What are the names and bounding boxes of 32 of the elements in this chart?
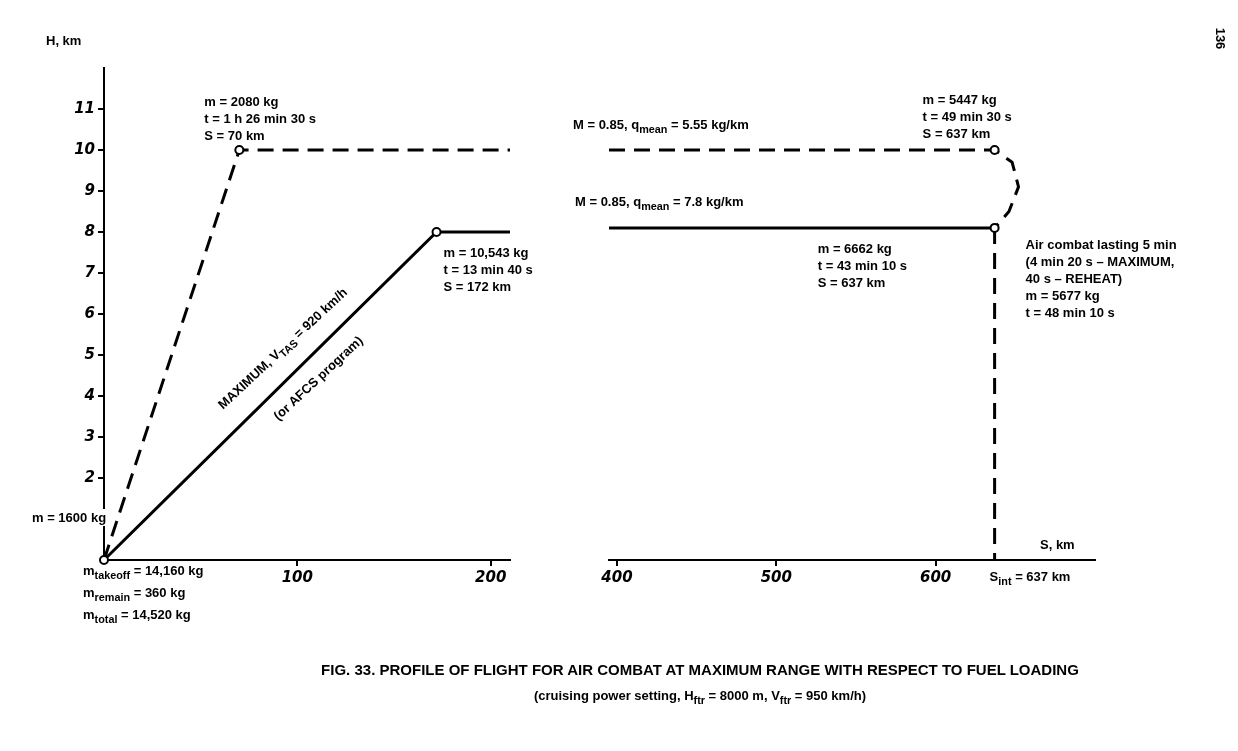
annotation: Air combat lasting 5 min (4 min 20 s – MAXIMUM, 40 s – REHEAT) m = 5677 kg t = 48 min 10 s [1025,235,1177,321]
x-tick-label: 200 [475,567,507,586]
y-tick-label: 11 [74,98,95,117]
text: m$_{total}$ = 14,520 kg [83,606,191,627]
annotation: m = 6662 kg t = 43 min 10 s S = 637 km [817,239,907,291]
y-tick-label: 8 [84,221,95,240]
y-tick-label: 6 [84,303,95,322]
y-axis-title: H, km [46,32,82,49]
x-tick-label: 500 [760,567,792,586]
annotation: m = 2080 kg t = 1 h 26 min 30 s S = 70 km [204,93,316,144]
y-tick-label: 5 [84,344,95,363]
y-tick-label: 4 [83,385,95,404]
text: m$_{takeoff}$ = 14,160 kg [83,562,204,583]
x-axis-title: S, km [1040,536,1075,553]
text: 136 [1212,27,1230,50]
text: m$_{remain}$ = 360 kg [83,584,186,605]
x-tick-label: 600 [920,567,952,586]
x-tick-label: 400 [600,567,633,586]
y-tick-label: 7 [84,262,96,281]
y-tick-label: 3 [84,426,95,445]
annotation: M = 0.85, q$_{mean}$ = 5.55 kg/km [573,116,749,137]
annotation: S$_{int}$ = 637 km [989,568,1071,590]
text: FIG. 33. PROFILE OF FLIGHT FOR AIR COMBAT AT MAXIMUM RANGE WITH RESPECT TO FUEL LOADING [320,660,1080,680]
text: (cruising power setting, H$_{ftr}$ = 8000 m, V$_{ftr}$ = 950 km/h) [532,688,868,706]
y-tick-label: 9 [84,180,95,199]
x-tick-label: 100 [281,567,313,586]
annotation: M = 0.85, q$_{mean}$ = 7.8 kg/km [575,193,744,214]
annotation: m = 1600 kg [32,509,107,526]
y-tick-label: 2 [84,467,95,486]
annotation: m = 10,543 kg t = 13 min 40 s S = 172 km [443,244,533,295]
annotation: m = 5447 kg t = 49 min 30 s S = 637 km [922,91,1012,142]
y-tick-label: 10 [74,139,95,158]
